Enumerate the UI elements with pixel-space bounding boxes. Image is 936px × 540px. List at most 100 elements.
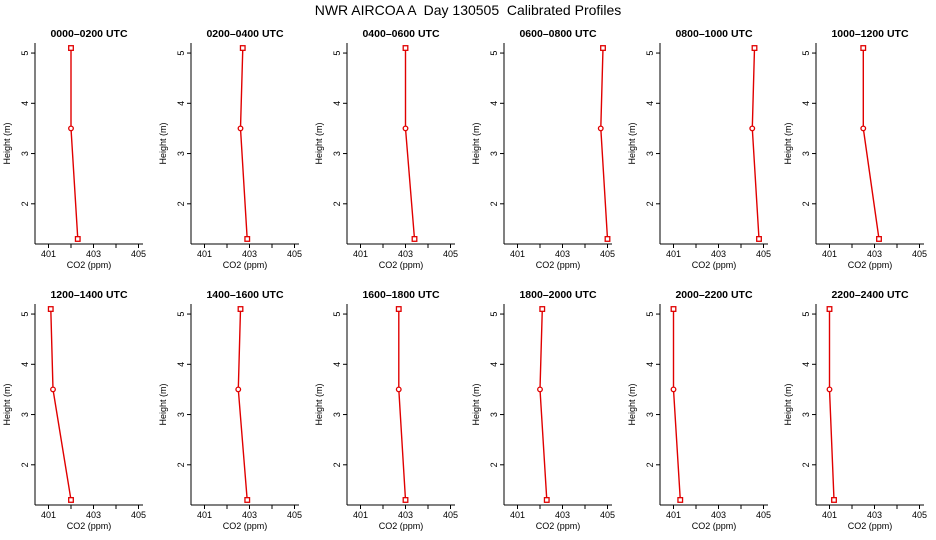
x-tick-label: 401 [197, 510, 212, 520]
profile-line [600, 47, 609, 240]
y-tick-label: 3 [801, 151, 811, 156]
y-axis-label: Height (m) [2, 383, 12, 425]
data-point [402, 45, 409, 51]
x-axis-label: CO2 (ppm) [848, 260, 893, 270]
y-axis-label: Height (m) [314, 122, 324, 164]
y-axis-label: Height (m) [2, 122, 12, 164]
profile-line [398, 309, 407, 501]
data-point [604, 236, 611, 242]
data-point [47, 306, 54, 312]
profile-panel-5: 0800–1000 UTC 401 403 405 2 3 4 5 CO2 (ppm) Heigh… [627, 28, 771, 270]
x-axis-label: CO2 (ppm) [67, 521, 112, 531]
y-tick-label: 5 [489, 312, 499, 317]
y-tick-label: 2 [176, 201, 186, 206]
y-tick-label: 2 [489, 462, 499, 467]
profile-panel-1: 0000–0200 UTC 401 403 405 2 3 4 5 CO2 (ppm) Heigh… [2, 28, 146, 270]
x-tick-label: 401 [822, 249, 837, 259]
data-point [402, 497, 409, 503]
x-tick-label: 403 [555, 510, 570, 520]
y-tick-label: 5 [20, 51, 30, 56]
panel-title: 1200–1400 UTC [50, 289, 127, 301]
profile-line [539, 308, 548, 501]
profile-line [50, 308, 72, 501]
x-tick-label: 403 [555, 249, 570, 259]
x-axis-label: CO2 (ppm) [379, 521, 424, 531]
x-tick-label: 403 [867, 249, 882, 259]
profile-panel-4: 0600–0800 UTC 401 403 405 2 3 4 5 CO2 (ppm) Heigh… [471, 28, 615, 270]
panel-title: 1600–1800 UTC [362, 289, 439, 301]
data-point [74, 236, 81, 242]
y-axis-label: Height (m) [627, 383, 637, 425]
profile-panel-3: 0400–0600 UTC 401 403 405 2 3 4 5 CO2 (ppm) Heigh… [314, 28, 458, 270]
y-tick-label: 4 [801, 362, 811, 367]
x-tick-label: 401 [666, 510, 681, 520]
y-tick-label: 3 [801, 412, 811, 417]
data-point [600, 45, 606, 51]
profile-panel-9: 1600–1800 UTC 401 403 405 2 3 4 5 CO2 (ppm) Heigh… [314, 289, 458, 531]
data-point [831, 497, 837, 503]
panel-title: 1400–1600 UTC [206, 289, 283, 301]
panel-title: 0200–0400 UTC [206, 28, 283, 40]
x-tick-label: 405 [287, 510, 302, 520]
y-tick-label: 2 [489, 201, 499, 206]
profile-panel-7: 1200–1400 UTC 401 403 405 2 3 4 5 CO2 (ppm) Heigh… [2, 289, 146, 531]
y-tick-label: 2 [645, 462, 655, 467]
y-axis-label: Height (m) [471, 383, 481, 425]
data-point [68, 497, 74, 503]
x-tick-label: 403 [242, 249, 257, 259]
y-tick-label: 5 [176, 51, 186, 56]
data-point [237, 125, 244, 132]
profile-line [862, 48, 880, 240]
data-point [826, 306, 833, 312]
x-axis-label: CO2 (ppm) [536, 260, 581, 270]
data-point [860, 125, 867, 132]
y-tick-label: 4 [20, 362, 30, 367]
x-tick-label: 405 [287, 249, 302, 259]
x-tick-label: 401 [353, 249, 368, 259]
x-tick-label: 403 [398, 510, 413, 520]
profile-line [70, 48, 79, 240]
panel-title: 2200–2400 UTC [831, 289, 908, 301]
profile-panel-2: 0200–0400 UTC 401 403 405 2 3 4 5 CO2 (ppm) Heigh… [158, 28, 302, 270]
y-tick-label: 4 [489, 101, 499, 106]
y-tick-label: 2 [332, 201, 342, 206]
data-point [68, 45, 74, 51]
y-tick-label: 5 [801, 312, 811, 317]
data-point [395, 306, 402, 312]
panel-title: 1800–2000 UTC [519, 289, 596, 301]
data-point [68, 125, 74, 132]
x-tick-label: 401 [41, 510, 56, 520]
x-tick-label: 405 [756, 249, 771, 259]
y-tick-label: 4 [332, 101, 342, 106]
x-tick-label: 405 [600, 510, 615, 520]
y-tick-label: 2 [801, 201, 811, 206]
y-tick-label: 3 [645, 151, 655, 156]
x-tick-label: 401 [822, 510, 837, 520]
profile-line [404, 48, 416, 240]
profile-panel-10: 1800–2000 UTC 401 403 405 2 3 4 5 CO2 (ppm) Heigh… [471, 289, 615, 531]
data-point [244, 236, 251, 242]
data-point [235, 386, 242, 393]
profile-line [237, 308, 248, 501]
data-point [860, 45, 867, 51]
data-point [244, 497, 251, 503]
data-point [670, 386, 677, 393]
panel-title: 0600–0800 UTC [519, 28, 596, 40]
data-point [597, 125, 604, 132]
y-tick-label: 3 [176, 151, 186, 156]
profile-panel-8: 1400–1600 UTC 401 403 405 2 3 4 5 CO2 (ppm) Heigh… [158, 289, 302, 531]
data-point [537, 386, 543, 393]
y-tick-label: 5 [801, 51, 811, 56]
data-point [395, 386, 402, 393]
y-tick-label: 5 [20, 312, 30, 317]
data-point [239, 45, 246, 51]
x-tick-label: 403 [242, 510, 257, 520]
y-tick-label: 3 [176, 412, 186, 417]
y-axis-label: Height (m) [783, 122, 793, 164]
y-tick-label: 5 [645, 312, 655, 317]
panel-title: 2000–2200 UTC [675, 289, 752, 301]
page-title: NWR AIRCOA A Day 130505 Calibrated Profi… [314, 2, 622, 18]
y-tick-label: 4 [489, 362, 499, 367]
y-tick-label: 4 [332, 362, 342, 367]
data-point [677, 497, 684, 503]
